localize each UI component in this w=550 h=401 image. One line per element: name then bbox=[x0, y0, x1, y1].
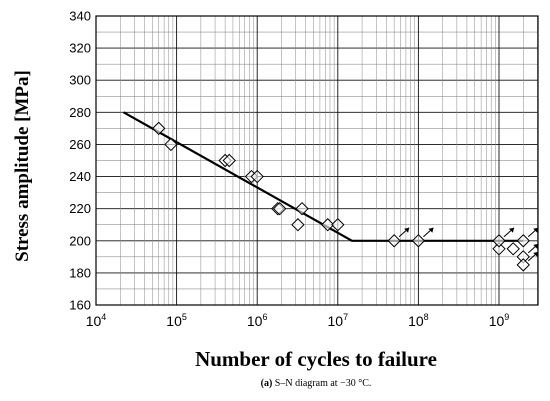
runout-arrowhead bbox=[533, 251, 539, 257]
y-axis-title: Stress amplitude [MPa] bbox=[12, 70, 33, 262]
x-tick-label: 106 bbox=[247, 312, 268, 329]
data-point bbox=[250, 169, 264, 184]
data-point bbox=[222, 153, 236, 168]
y-tick-label: 220 bbox=[69, 201, 91, 216]
y-tick-label: 260 bbox=[69, 137, 91, 152]
y-tick-label: 240 bbox=[69, 169, 91, 184]
data-point bbox=[291, 218, 305, 232]
data-point bbox=[272, 201, 287, 216]
data-point bbox=[321, 218, 335, 232]
data-point bbox=[387, 234, 401, 248]
data-point bbox=[506, 242, 520, 256]
y-tick-label: 340 bbox=[69, 9, 91, 24]
x-axis-title: Number of cycles to failure bbox=[195, 347, 437, 371]
y-tick-labels: 160 180 200 220 240 260 280 300 320 340 bbox=[69, 9, 91, 313]
y-tick-label: 200 bbox=[69, 233, 91, 248]
caption-text: S–N diagram at −30 °C. bbox=[272, 378, 371, 389]
x-tick-label: 107 bbox=[328, 312, 349, 329]
fit-line bbox=[123, 111, 524, 242]
runout-arrowhead bbox=[428, 227, 434, 233]
runout-arrowhead bbox=[533, 227, 539, 233]
runout-arrowhead bbox=[533, 243, 539, 249]
y-tick-label: 300 bbox=[69, 73, 91, 88]
data-point bbox=[295, 201, 309, 216]
data-point bbox=[492, 234, 506, 248]
x-tick-label: 104 bbox=[86, 312, 107, 329]
y-tick-label: 180 bbox=[69, 265, 91, 280]
caption: (a) S–N diagram at −30 °C. bbox=[261, 378, 372, 389]
x-tick-labels: 104 105 106 107 108 109 bbox=[86, 312, 510, 329]
data-point bbox=[411, 234, 426, 248]
y-tick-label: 280 bbox=[69, 105, 91, 120]
x-tick-label: 105 bbox=[166, 312, 187, 329]
plot-frame bbox=[95, 15, 539, 306]
data-point bbox=[492, 242, 506, 256]
fit-line-group bbox=[123, 111, 524, 242]
data-point bbox=[152, 121, 166, 136]
chart-grid bbox=[95, 15, 539, 306]
y-tick-label: 320 bbox=[69, 41, 91, 56]
data-point bbox=[331, 218, 345, 232]
runout-arrowhead bbox=[509, 227, 514, 233]
data-point bbox=[516, 234, 530, 248]
x-tick-label: 108 bbox=[408, 312, 429, 329]
data-points bbox=[152, 121, 539, 272]
x-tick-label: 109 bbox=[489, 312, 510, 329]
caption-label: (a) bbox=[261, 378, 273, 389]
y-tick-label: 160 bbox=[69, 298, 91, 313]
runout-arrowhead bbox=[404, 227, 410, 233]
data-point bbox=[164, 137, 178, 152]
data-point bbox=[516, 258, 530, 272]
